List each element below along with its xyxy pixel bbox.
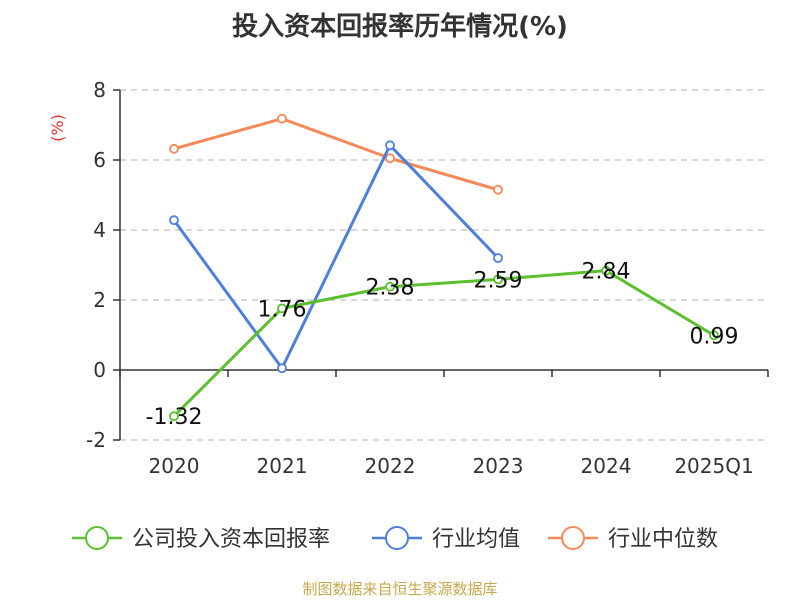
y-tick-label: -2 (86, 428, 106, 452)
data-label: -1.32 (146, 405, 203, 430)
legend-item-1[interactable]: 行业均值 (372, 526, 520, 552)
series-lines (169, 113, 719, 422)
series-line-1 (172, 143, 500, 370)
x-tick-label: 2023 (473, 454, 524, 478)
legend-label: 公司投入资本回报率 (132, 527, 330, 552)
y-tick-label: 8 (93, 78, 106, 102)
data-point (493, 253, 503, 263)
data-label: 2.59 (474, 268, 523, 293)
data-point (277, 113, 287, 124)
series-line-0 (172, 269, 715, 418)
data-labels: -1.32 1.76 2.38 2.59 2.84 0.99 (146, 260, 739, 431)
legend-marker (385, 526, 409, 550)
x-tick-label: 2024 (581, 454, 632, 478)
legend-marker (85, 526, 109, 550)
x-tick-label: 2021 (257, 454, 308, 478)
series-line-2 (173, 117, 499, 192)
legend-item-0[interactable]: 公司投入资本回报率 (72, 526, 330, 552)
data-label: 1.76 (258, 297, 307, 322)
x-tick-label: 2022 (365, 454, 416, 478)
data-point (277, 303, 287, 314)
data-label: 2.38 (366, 276, 415, 301)
data-point (169, 411, 179, 422)
data-point (709, 330, 719, 341)
y-axis-label: (%) (48, 114, 67, 142)
grid-lines (120, 89, 768, 441)
data-point (601, 265, 611, 276)
data-label: 0.99 (690, 324, 739, 349)
x-tick-label: 2025Q1 (674, 454, 753, 478)
data-point (385, 140, 395, 151)
y-tick-label: 0 (93, 358, 106, 382)
data-point (493, 274, 503, 285)
data-point (277, 363, 287, 374)
data-point (169, 143, 179, 154)
chart-title: 投入资本回报率历年情况(%) (232, 12, 568, 42)
source-footer: 制图数据来自恒生聚源数据库 (302, 580, 498, 598)
y-tick-label: 4 (93, 218, 106, 242)
legend: 公司投入资本回报率 行业均值 行业中位数 (72, 526, 718, 552)
legend-label: 行业中位数 (608, 527, 718, 552)
data-point (385, 153, 395, 164)
axes: 8 6 4 2 0 -2 (%) 2020 2021 2022 2023 2024 2025Q1 (48, 78, 769, 478)
data-point (385, 281, 395, 292)
y-tick-label: 6 (93, 148, 106, 172)
data-point (493, 184, 503, 195)
legend-item-2[interactable]: 行业中位数 (548, 526, 718, 552)
y-tick-label: 2 (93, 288, 106, 312)
x-tick-label: 2020 (149, 454, 200, 478)
legend-marker (561, 526, 585, 550)
data-point (169, 215, 179, 226)
legend-label: 行业均值 (432, 527, 520, 552)
data-label: 2.84 (582, 260, 631, 285)
